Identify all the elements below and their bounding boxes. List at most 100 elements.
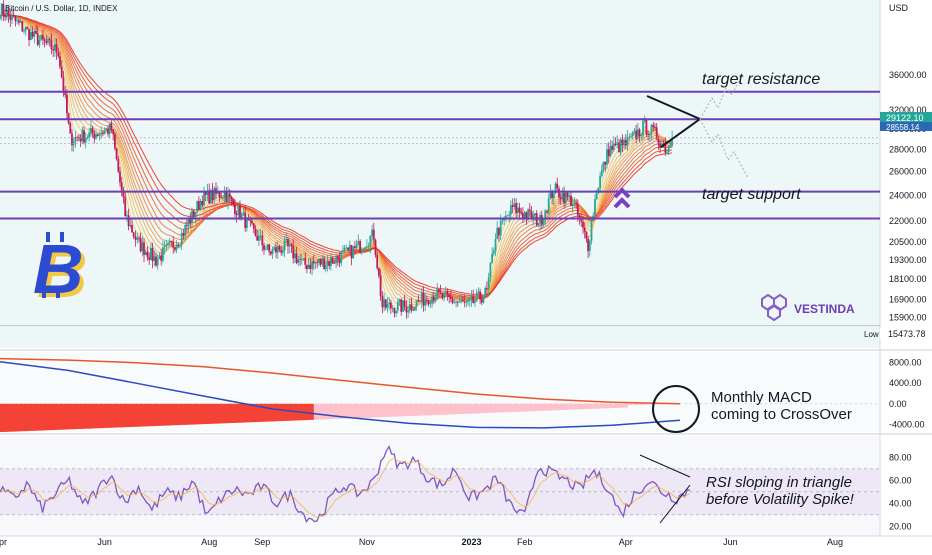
candle-body xyxy=(448,294,450,297)
candle-body xyxy=(289,245,291,247)
candle-body xyxy=(392,308,394,309)
candle-body xyxy=(524,212,526,217)
candle-body xyxy=(481,300,483,303)
candle-body xyxy=(606,149,608,165)
candle-body xyxy=(640,135,642,136)
macd-histogram-bar xyxy=(358,404,363,418)
candle-body xyxy=(608,149,610,156)
candle-body xyxy=(639,129,641,136)
candle-body xyxy=(421,293,423,301)
candle-body xyxy=(114,134,116,148)
macd-histogram-bar xyxy=(398,404,403,417)
candle-body xyxy=(174,248,176,250)
candle-body xyxy=(423,293,425,306)
macd-histogram-bar xyxy=(60,404,65,430)
candle-body xyxy=(260,236,262,237)
macd-histogram-bar xyxy=(129,404,134,427)
macd-histogram-bar xyxy=(48,404,53,430)
candle-body xyxy=(560,197,562,199)
candle-body xyxy=(239,205,241,219)
macd-histogram-bar xyxy=(322,404,327,420)
macd-histogram-bar xyxy=(28,404,33,431)
macd-histogram-bar xyxy=(491,404,496,413)
second-price-value: 28558.14 xyxy=(886,123,920,132)
candle-body xyxy=(225,192,227,202)
candle-body xyxy=(311,261,313,269)
candle-body xyxy=(30,32,32,40)
candle-body xyxy=(153,257,155,262)
macd-histogram-bar xyxy=(36,404,41,431)
candle-body xyxy=(459,302,461,303)
candle-body xyxy=(591,221,593,241)
macd-histogram-bar xyxy=(579,404,584,410)
candle-body xyxy=(357,241,359,245)
candle-body xyxy=(255,229,257,236)
candle-body xyxy=(237,205,239,215)
macd-histogram-bar xyxy=(241,404,246,423)
candle-body xyxy=(28,29,30,40)
candle-body xyxy=(498,228,500,236)
candle-body xyxy=(469,299,471,300)
candle-body xyxy=(56,44,58,53)
candle-body xyxy=(332,258,334,264)
candle-body xyxy=(373,230,375,240)
candle-body xyxy=(231,197,233,199)
candle-body xyxy=(141,242,143,251)
candle-body xyxy=(345,248,347,249)
macd-histogram-bar xyxy=(52,404,57,430)
candle-body xyxy=(157,259,159,265)
candle-body xyxy=(196,201,198,212)
candle-body xyxy=(44,39,46,41)
time-tick-label: Apr xyxy=(619,537,633,547)
candle-body xyxy=(517,208,519,213)
candle-body xyxy=(272,250,274,255)
macd-histogram-bar xyxy=(410,404,415,416)
macd-histogram-bar xyxy=(451,404,456,415)
candle-body xyxy=(104,130,106,133)
candle-body xyxy=(378,268,380,275)
candle-body xyxy=(596,193,598,199)
candle-body xyxy=(483,297,485,302)
candle-body xyxy=(455,302,457,303)
macd-histogram-bar xyxy=(290,404,295,421)
macd-histogram-bar xyxy=(608,404,613,408)
candle-body xyxy=(447,292,449,295)
candle-body xyxy=(203,191,205,205)
candle-body xyxy=(119,172,121,183)
candle-body xyxy=(297,259,299,263)
candle-body xyxy=(227,194,229,202)
rsi-tick-label: 80.00 xyxy=(889,452,912,462)
macd-histogram-bar xyxy=(543,404,548,411)
macd-histogram-bar xyxy=(374,404,379,418)
candle-body xyxy=(435,299,437,301)
candle-body xyxy=(484,288,486,297)
candle-body xyxy=(442,293,444,298)
candle-body xyxy=(57,53,59,57)
candle-body xyxy=(486,288,488,289)
time-tick-label: Nov xyxy=(359,537,376,547)
candle-body xyxy=(502,220,504,221)
macd-histogram-bar xyxy=(326,404,331,419)
candle-body xyxy=(356,245,358,248)
candle-body xyxy=(184,225,186,236)
macd-histogram-bar xyxy=(185,404,190,425)
macd-histogram-bar xyxy=(624,404,629,408)
candle-body xyxy=(143,242,145,255)
macd-histogram-bar xyxy=(306,404,311,420)
candle-body xyxy=(471,296,473,299)
macd-histogram-bar xyxy=(217,404,222,424)
rsi-note-line2: before Volatility Spike! xyxy=(706,491,855,508)
candle-body xyxy=(433,296,435,300)
candle-body xyxy=(160,256,162,261)
candle-body xyxy=(409,304,411,311)
candle-body xyxy=(436,289,438,299)
candle-body xyxy=(159,256,161,260)
macd-histogram-bar xyxy=(427,404,432,416)
candle-body xyxy=(375,240,377,255)
candle-body xyxy=(59,56,61,66)
macd-histogram-bar xyxy=(93,404,98,429)
candle-body xyxy=(220,198,222,199)
macd-histogram-bar xyxy=(443,404,448,415)
